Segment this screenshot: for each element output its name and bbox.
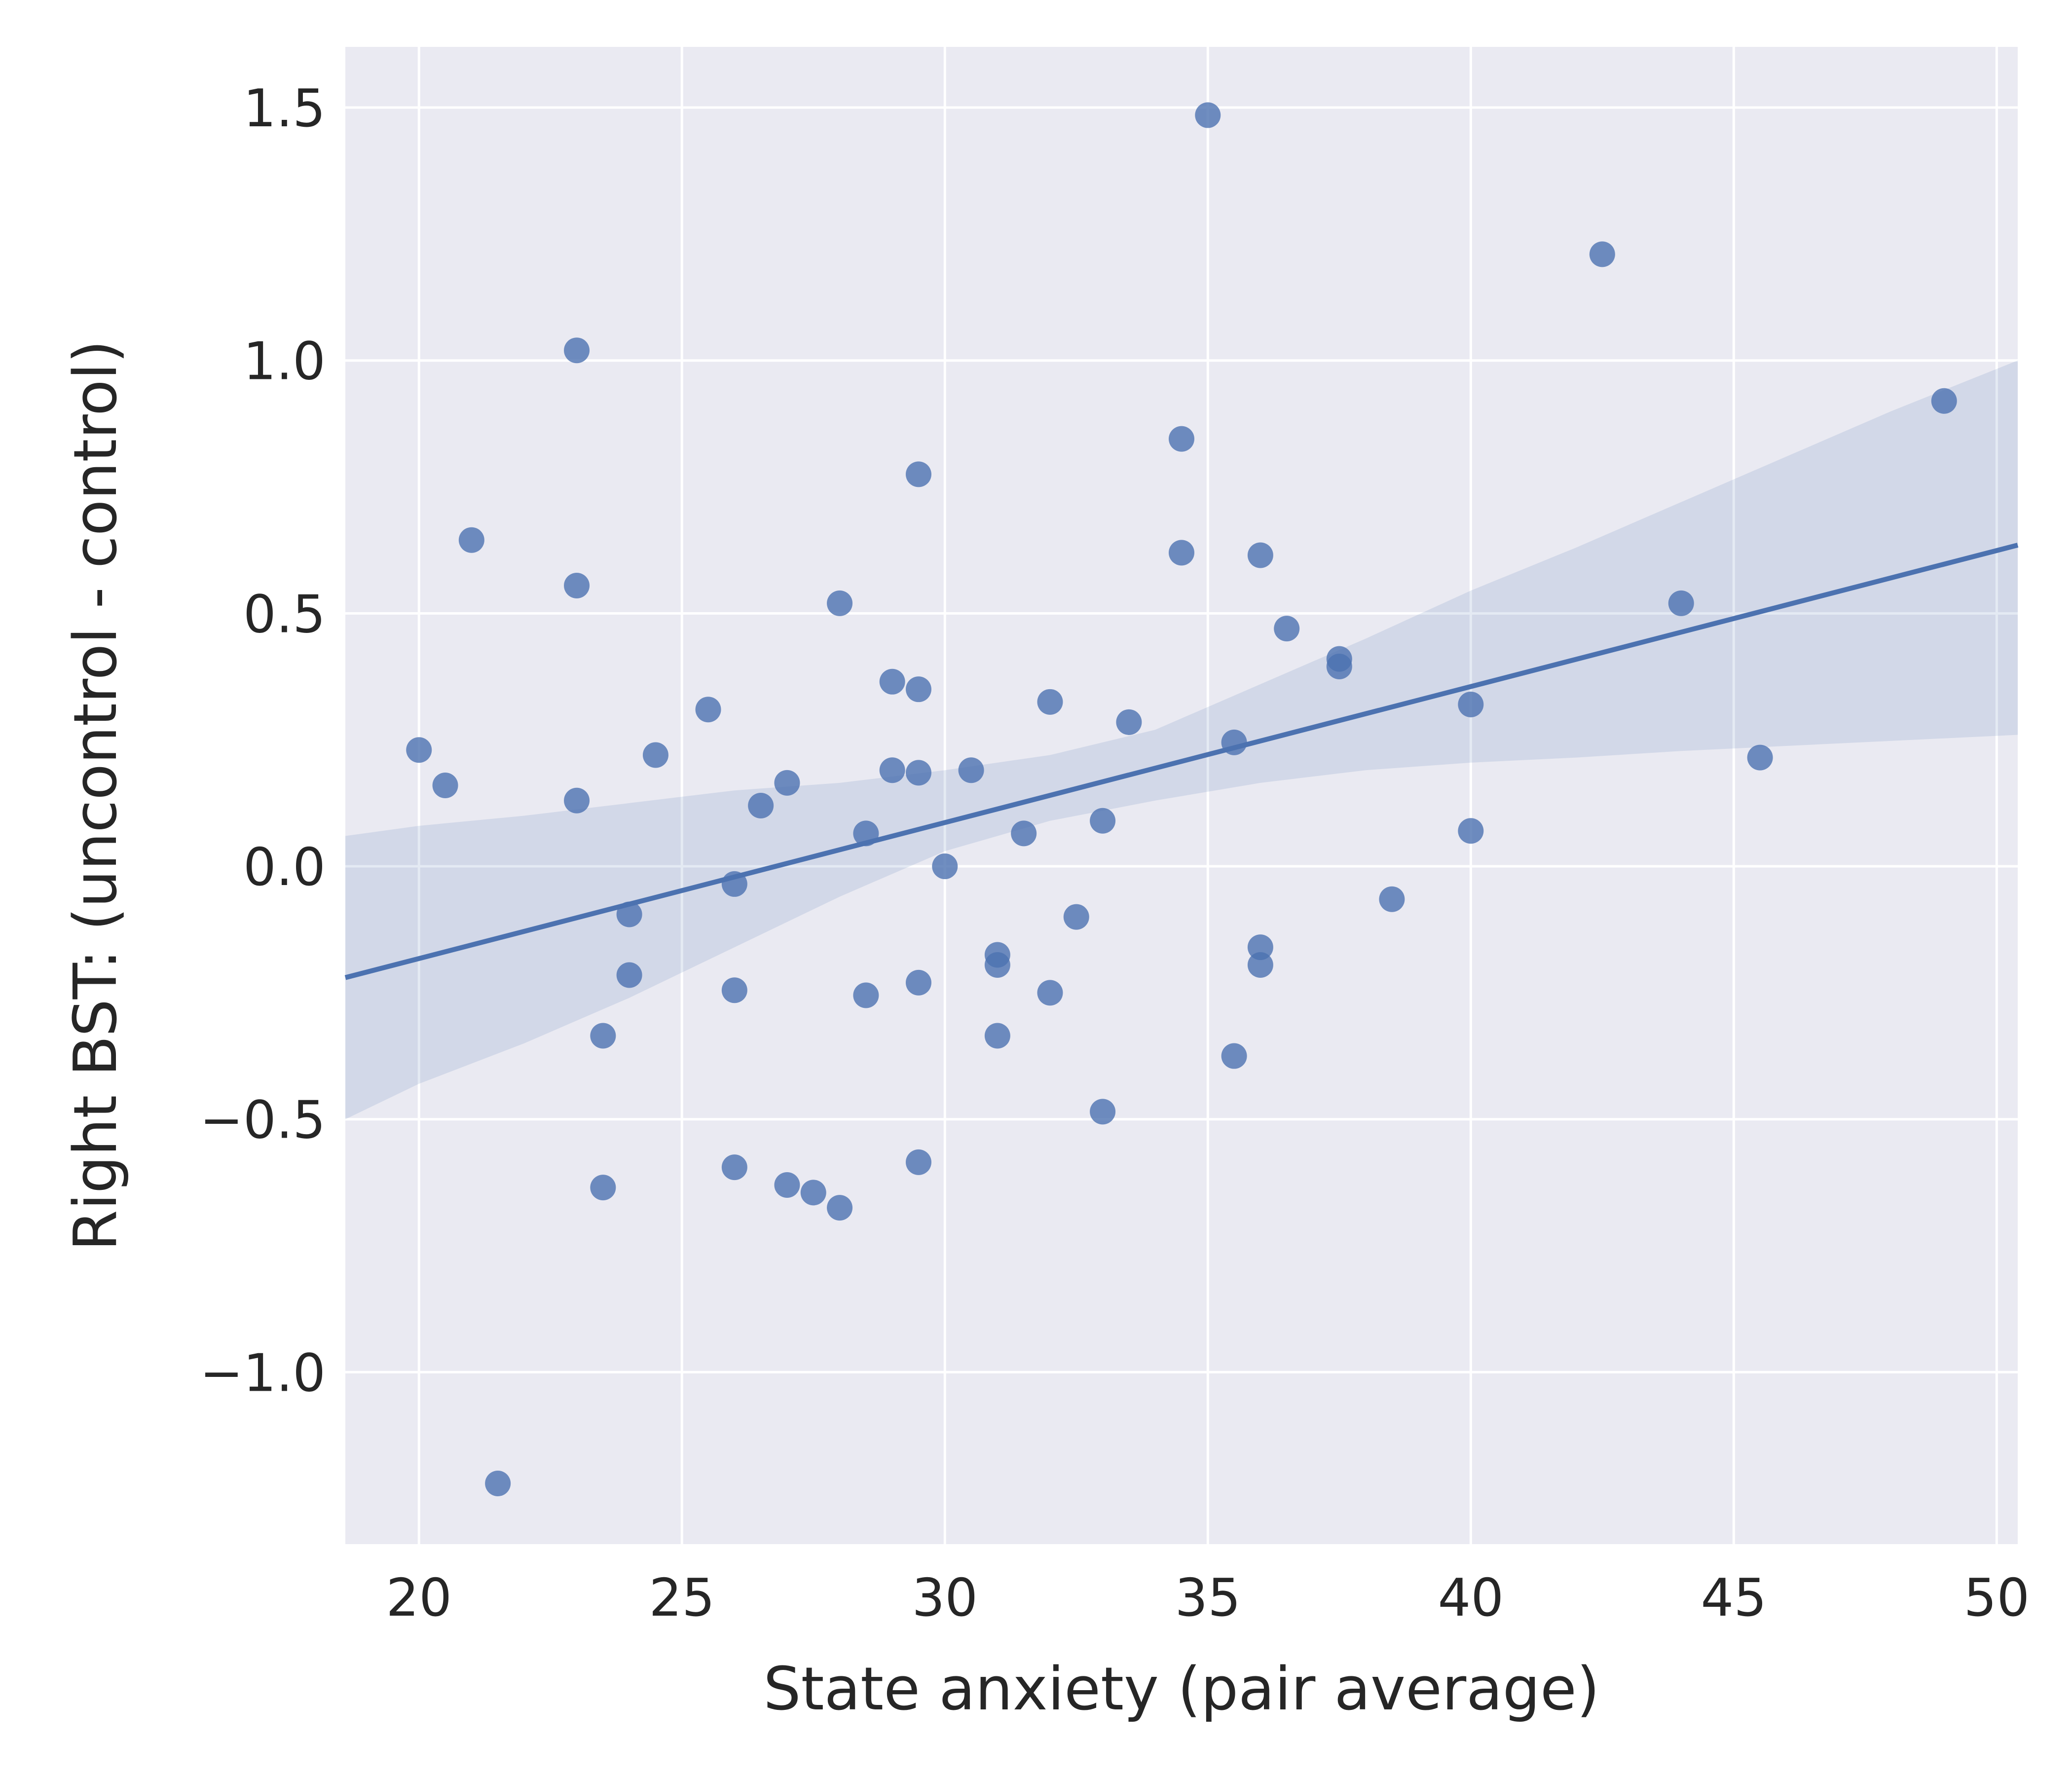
data-point bbox=[984, 952, 1010, 978]
y-tick-label: −1.0 bbox=[200, 1343, 326, 1403]
data-point bbox=[853, 982, 879, 1008]
y-tick-label: 1.0 bbox=[243, 332, 326, 392]
data-point bbox=[800, 1180, 826, 1206]
data-point bbox=[1169, 426, 1194, 452]
y-tick-label: 0.5 bbox=[243, 584, 326, 644]
y-axis-label: Right BST: (uncontrol - control) bbox=[62, 340, 130, 1251]
data-point bbox=[1931, 388, 1957, 414]
x-tick-label: 25 bbox=[649, 1568, 715, 1628]
data-point bbox=[932, 853, 958, 880]
x-tick-label: 35 bbox=[1175, 1568, 1241, 1628]
data-point bbox=[1274, 616, 1300, 642]
data-points bbox=[406, 102, 1957, 1496]
x-tick-label: 20 bbox=[386, 1568, 452, 1628]
data-point bbox=[1116, 709, 1142, 735]
data-point bbox=[642, 742, 668, 768]
data-point bbox=[879, 668, 905, 695]
data-point bbox=[1747, 744, 1773, 771]
x-axis-label: State anxiety (pair average) bbox=[763, 1655, 1599, 1724]
data-point bbox=[1379, 886, 1405, 912]
data-point bbox=[1458, 818, 1484, 844]
data-point bbox=[406, 737, 432, 763]
data-point bbox=[485, 1470, 511, 1496]
grid-lines bbox=[345, 47, 2018, 1544]
y-tick-label: 0.0 bbox=[243, 837, 326, 897]
data-point bbox=[853, 820, 879, 847]
data-point bbox=[590, 1175, 616, 1201]
data-point bbox=[695, 697, 721, 723]
data-point bbox=[958, 757, 984, 783]
data-point bbox=[1221, 729, 1247, 755]
data-point bbox=[1195, 102, 1221, 128]
data-point bbox=[721, 1154, 747, 1181]
data-point bbox=[774, 770, 800, 796]
data-point bbox=[1247, 934, 1273, 961]
data-point bbox=[905, 1149, 931, 1175]
data-point bbox=[1037, 689, 1063, 715]
data-point bbox=[1169, 540, 1194, 566]
y-tick-label: 1.5 bbox=[243, 78, 326, 139]
data-point bbox=[748, 793, 774, 819]
data-point bbox=[905, 969, 931, 996]
data-point bbox=[1037, 980, 1063, 1006]
y-tick-labels: −1.0 −0.5 0.0 0.5 1.0 1.5 bbox=[200, 78, 326, 1403]
data-point bbox=[1063, 904, 1089, 930]
data-point bbox=[827, 590, 853, 616]
data-point bbox=[721, 977, 747, 1003]
data-point bbox=[827, 1195, 853, 1221]
data-point bbox=[590, 1023, 616, 1049]
data-point bbox=[1247, 952, 1273, 978]
data-point bbox=[774, 1172, 800, 1198]
data-point bbox=[1221, 1043, 1247, 1069]
data-point bbox=[984, 1023, 1010, 1049]
data-point bbox=[1247, 542, 1273, 568]
data-point bbox=[564, 787, 590, 814]
data-point bbox=[1458, 691, 1484, 717]
x-tick-labels: 20 25 30 35 40 45 50 bbox=[386, 1568, 2030, 1628]
x-tick-label: 50 bbox=[1964, 1568, 2030, 1628]
data-point bbox=[721, 871, 747, 897]
data-point bbox=[879, 757, 905, 783]
data-point bbox=[1589, 241, 1615, 267]
data-point bbox=[564, 572, 590, 598]
confidence-band bbox=[345, 360, 2018, 1119]
data-point bbox=[1090, 808, 1116, 834]
data-point bbox=[905, 461, 931, 487]
y-tick-label: −0.5 bbox=[200, 1090, 326, 1150]
plot-background bbox=[345, 47, 2018, 1544]
data-point bbox=[1011, 820, 1037, 847]
x-tick-label: 30 bbox=[912, 1568, 978, 1628]
data-point bbox=[432, 772, 458, 798]
data-point bbox=[616, 962, 642, 988]
data-point bbox=[458, 527, 484, 553]
confidence-band-layer bbox=[345, 360, 2018, 1119]
x-tick-label: 45 bbox=[1701, 1568, 1767, 1628]
data-point bbox=[905, 760, 931, 786]
x-tick-label: 40 bbox=[1438, 1568, 1504, 1628]
data-point bbox=[1326, 654, 1352, 680]
data-point bbox=[616, 901, 642, 927]
data-point bbox=[564, 337, 590, 364]
data-point bbox=[1090, 1099, 1116, 1125]
data-point bbox=[1668, 590, 1694, 616]
data-point bbox=[905, 676, 931, 703]
